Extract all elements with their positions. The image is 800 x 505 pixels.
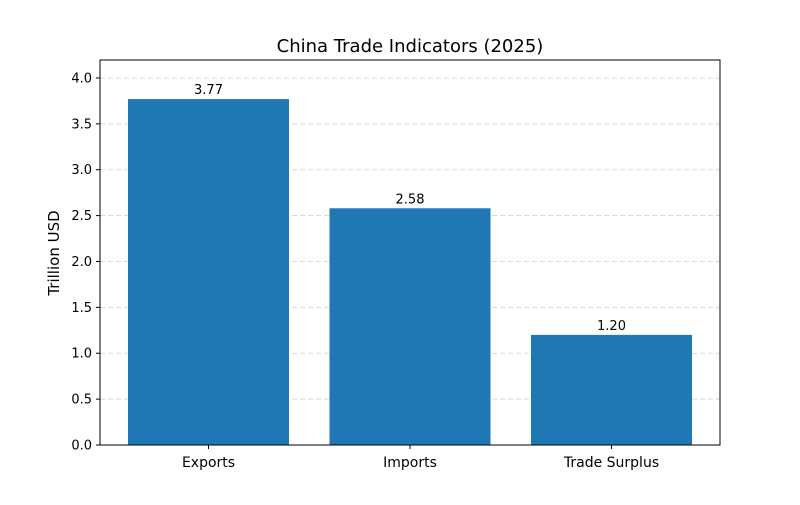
y-tick-label: 3.0 [71,163,92,178]
x-tick-label: Trade Surplus [563,455,659,471]
data-label: 1.20 [597,319,626,334]
x-tick-label: Imports [383,455,437,471]
y-tick-label: 1.0 [71,347,92,362]
y-tick-label: 2.0 [71,255,92,270]
y-tick-label: 4.0 [71,71,92,86]
bar-exports [128,99,289,446]
y-tick-label: 0.0 [71,439,92,454]
chart-title: China Trade Indicators (2025) [277,36,544,57]
y-tick-label: 3.5 [71,117,92,132]
bar-imports [329,208,491,445]
bar-trade-surplus [531,334,692,445]
y-tick-label: 1.5 [71,301,92,316]
data-label: 2.58 [396,192,425,207]
plot-frame [99,59,721,446]
y-axis-label: Trillion USD [45,210,63,296]
y-tick-label: 0.5 [71,393,92,408]
x-tick-label: Exports [182,455,235,471]
data-label: 3.77 [194,83,223,98]
y-tick-label: 2.5 [71,209,92,224]
